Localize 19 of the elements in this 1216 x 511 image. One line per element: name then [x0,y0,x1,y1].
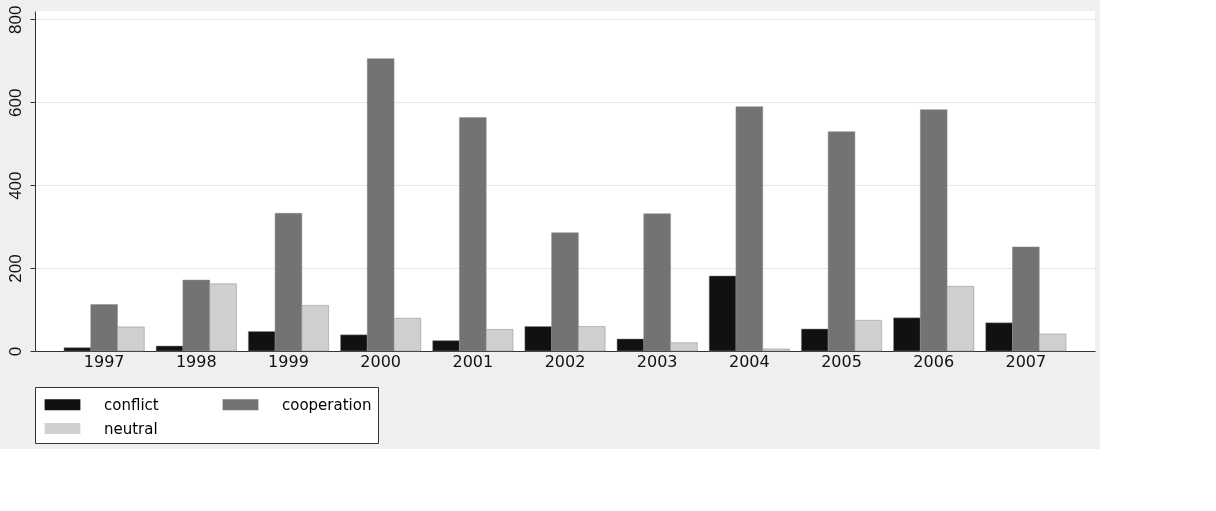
y-tick-label: 800 [5,5,25,34]
x-tick-label: 2001 [452,351,494,371]
x-tick-label: 2005 [821,351,862,371]
x-tick-label: 2003 [636,351,678,371]
y-tick-label: 400 [5,171,25,200]
legend-label: cooperation [282,395,372,414]
x-tick-label: 2004 [728,351,770,371]
x-tick-label: 1999 [268,351,309,371]
x-tick-label: 2006 [913,351,955,371]
y-tick-label: 0 [5,346,25,357]
legend-label: conflict [104,395,159,414]
x-tick-label: 2007 [1005,351,1047,371]
legend-label: neutral [104,419,158,438]
y-tick-label: 200 [5,254,25,283]
y-tick-label: 600 [5,88,25,117]
x-tick-label: 1998 [175,351,217,371]
x-tick-label: 2000 [360,351,402,371]
x-tick-label: 2002 [544,351,586,371]
x-tick-label: 1997 [83,351,125,371]
